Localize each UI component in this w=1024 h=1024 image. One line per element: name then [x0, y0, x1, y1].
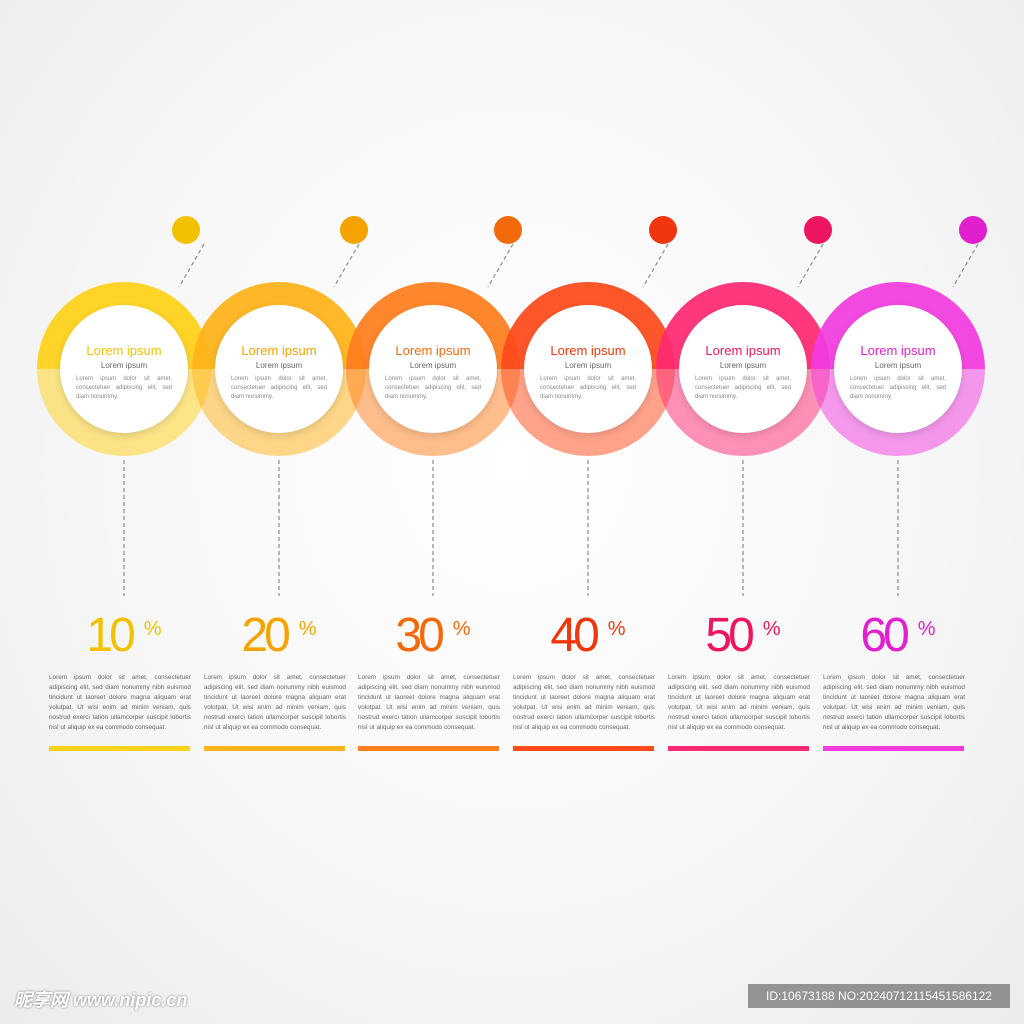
step-marker-dot: [959, 216, 987, 244]
step-marker-dot: [649, 216, 677, 244]
step-percentage: 20%: [204, 608, 354, 663]
step-marker-dot: [804, 216, 832, 244]
step-description: Lorem ipsum dolor sit amet, consectetuer…: [204, 674, 346, 731]
percentage-value: 40: [550, 609, 599, 662]
diagonal-connector-1: [178, 243, 205, 288]
step-marker-dot: [340, 216, 368, 244]
percentage-unit: %: [607, 618, 626, 640]
step-percentage: 60%: [823, 608, 973, 663]
step-title: Lorem ipsum: [860, 343, 936, 358]
step-3: Lorem ipsum Lorem ipsum Lorem ipsum dolo…: [346, 0, 522, 1024]
percentage-unit: %: [917, 618, 936, 640]
watermark-logo: 昵享网 www.nipic.cn: [14, 990, 188, 1010]
step-marker-dot: [172, 216, 200, 244]
step-description: Lorem ipsum dolor sit amet, consectetuer…: [49, 674, 191, 731]
percentage-value: 60: [860, 609, 909, 662]
step-disc: Lorem ipsum Lorem ipsum Lorem ipsum dolo…: [60, 305, 188, 433]
percentage-value: 50: [705, 609, 754, 662]
step-underline-bar: [668, 746, 809, 751]
step-underline-bar: [204, 746, 345, 751]
step-subtitle: Lorem ipsum: [564, 361, 612, 370]
step-subtitle: Lorem ipsum: [100, 361, 148, 370]
diagonal-connector-4: [642, 243, 669, 288]
step-disc: Lorem ipsum Lorem ipsum Lorem ipsum dolo…: [369, 305, 497, 433]
step-body: Lorem ipsum dolor sit amet, consectetuer…: [850, 376, 946, 400]
step-description: Lorem ipsum dolor sit amet, consectetuer…: [513, 674, 655, 731]
step-1: Lorem ipsum Lorem ipsum Lorem ipsum dolo…: [37, 0, 211, 1024]
step-disc: Lorem ipsum Lorem ipsum Lorem ipsum dolo…: [834, 305, 962, 433]
step-subtitle: Lorem ipsum: [255, 361, 303, 370]
percentage-unit: %: [762, 618, 781, 640]
diagonal-connector-5: [797, 243, 824, 288]
step-description: Lorem ipsum dolor sit amet, consectetuer…: [823, 674, 965, 731]
step-subtitle: Lorem ipsum: [874, 361, 922, 370]
step-2: Lorem ipsum Lorem ipsum Lorem ipsum dolo…: [192, 0, 368, 1024]
step-disc: Lorem ipsum Lorem ipsum Lorem ipsum dolo…: [524, 305, 652, 433]
step-underline-bar: [513, 746, 654, 751]
step-disc: Lorem ipsum Lorem ipsum Lorem ipsum dolo…: [679, 305, 807, 433]
step-body: Lorem ipsum dolor sit amet, consectetuer…: [540, 376, 636, 400]
step-disc: Lorem ipsum Lorem ipsum Lorem ipsum dolo…: [215, 305, 343, 433]
step-underline-bar: [823, 746, 964, 751]
diagonal-connector-6: [952, 243, 979, 288]
step-subtitle: Lorem ipsum: [409, 361, 457, 370]
step-description: Lorem ipsum dolor sit amet, consectetuer…: [668, 674, 810, 731]
percentage-value: 30: [395, 609, 444, 662]
step-underline-bar: [49, 746, 190, 751]
watermark-id: ID:10673188 NO:20240712115451586122: [748, 984, 1010, 1008]
step-title: Lorem ipsum: [86, 343, 162, 358]
step-6: Lorem ipsum Lorem ipsum Lorem ipsum dolo…: [811, 0, 987, 1024]
step-title: Lorem ipsum: [395, 343, 471, 358]
percentage-unit: %: [143, 618, 162, 640]
diagonal-connector-2: [333, 243, 360, 288]
step-percentage: 50%: [668, 608, 818, 663]
step-marker-dot: [494, 216, 522, 244]
step-body: Lorem ipsum dolor sit amet, consectetuer…: [76, 376, 172, 400]
step-title: Lorem ipsum: [550, 343, 626, 358]
step-title: Lorem ipsum: [241, 343, 317, 358]
step-body: Lorem ipsum dolor sit amet, consectetuer…: [231, 376, 327, 400]
step-body: Lorem ipsum dolor sit amet, consectetuer…: [695, 376, 791, 400]
step-5: Lorem ipsum Lorem ipsum Lorem ipsum dolo…: [656, 0, 832, 1024]
percentage-unit: %: [452, 618, 471, 640]
step-subtitle: Lorem ipsum: [719, 361, 767, 370]
step-description: Lorem ipsum dolor sit amet, consectetuer…: [358, 674, 500, 731]
step-percentage: 40%: [513, 608, 663, 663]
percentage-value: 10: [86, 609, 135, 662]
step-percentage: 30%: [358, 608, 508, 663]
step-percentage: 10%: [49, 608, 199, 663]
diagonal-connector-3: [487, 243, 514, 288]
percentage-value: 20: [241, 609, 290, 662]
step-4: Lorem ipsum Lorem ipsum Lorem ipsum dolo…: [501, 0, 677, 1024]
step-title: Lorem ipsum: [705, 343, 781, 358]
percentage-unit: %: [298, 618, 317, 640]
step-body: Lorem ipsum dolor sit amet, consectetuer…: [385, 376, 481, 400]
step-underline-bar: [358, 746, 499, 751]
